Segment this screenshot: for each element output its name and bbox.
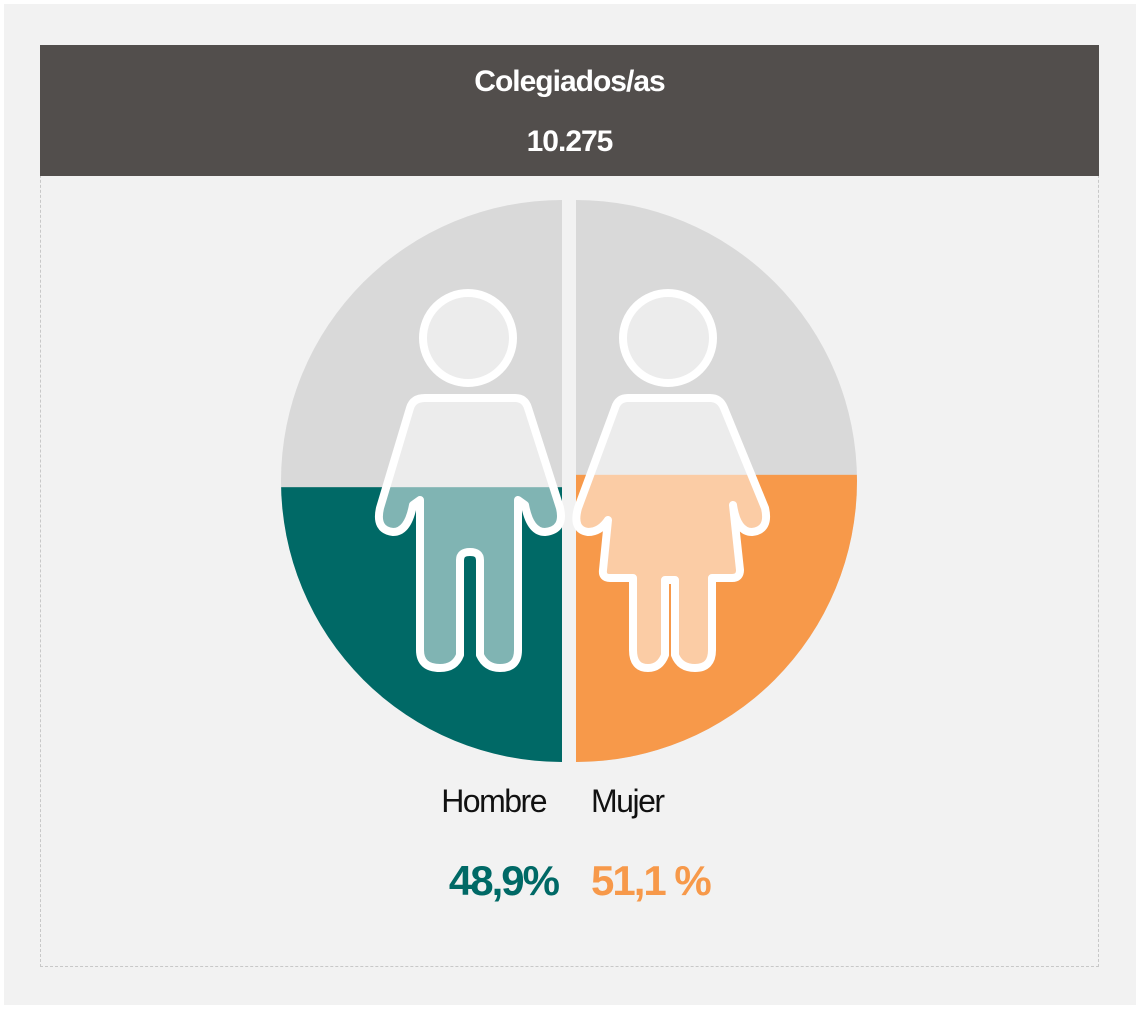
value-label: 51,1 %: [591, 857, 711, 904]
woman-body: [572, 394, 771, 672]
category-label: Hombre: [441, 783, 547, 819]
title: Colegiados/as: [474, 65, 665, 98]
header: Colegiados/as 10.275: [40, 45, 1099, 176]
value-label: 48,9%: [449, 857, 560, 904]
subtitle: 10.275: [526, 125, 614, 158]
man-head: [419, 289, 517, 387]
background: Colegiados/as 10.275: [4, 4, 1136, 1005]
man-body: [374, 394, 565, 672]
category-label: Mujer: [591, 783, 665, 819]
woman-head: [619, 289, 717, 387]
